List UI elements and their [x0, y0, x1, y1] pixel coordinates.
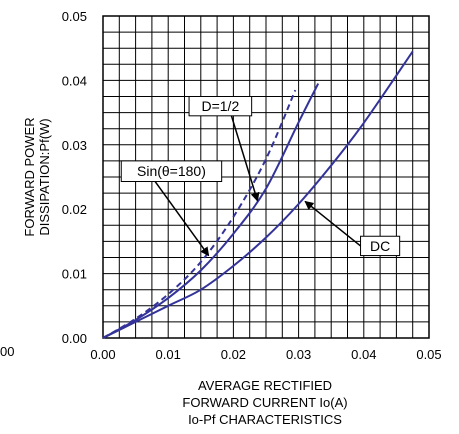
y-tick-label: 0.02: [62, 202, 87, 217]
x-tick-label: 0.03: [286, 347, 311, 362]
chart-subtitle: Io-Pf CHARACTERISTICS: [188, 412, 342, 427]
y-axis-title-line-2: DISSIPATION:Pf(W): [37, 118, 52, 235]
annotation-dc-label: DC: [370, 238, 390, 254]
y-tick-label: 0.05: [62, 9, 87, 24]
y-axis-title-line-1: FORWARD POWER: [22, 117, 37, 236]
series-line-d-half: [102, 83, 320, 339]
annotation-sin-180-label: Sin(θ=180): [137, 163, 206, 179]
y-tick-label: 0.03: [62, 138, 87, 153]
series-line-sin180: [102, 89, 297, 339]
series-line-dc: [102, 50, 414, 339]
plot-border: [102, 15, 430, 339]
stray-tick-label: 00: [0, 344, 14, 359]
y-tick-label: 0.04: [62, 73, 87, 88]
annotation-dc-arrow: [304, 200, 362, 247]
x-axis-title-line-2: FORWARD CURRENT Io(A): [182, 395, 347, 410]
x-tick-label: 0.04: [351, 347, 376, 362]
x-axis-title-line-1: AVERAGE RECTIFIED: [198, 378, 332, 393]
x-tick-label: 0.01: [156, 347, 181, 362]
annotations: DC D=1/2 Sin(θ=180): [120, 96, 401, 257]
y-axis-title: FORWARD POWER DISSIPATION:Pf(W): [22, 117, 52, 236]
y-tick-label: 0.01: [62, 267, 87, 282]
x-tick-label: 0.05: [416, 347, 441, 362]
y-tick-label: 0.00: [62, 331, 87, 346]
x-tick-label: 0.00: [90, 347, 115, 362]
annotation-d-half-label: D=1/2: [201, 98, 239, 114]
x-tick-label: 0.02: [221, 347, 246, 362]
x-tick-labels: 0.00 0.01 0.02 0.03 0.04 0.05: [90, 347, 441, 362]
plot-frame: [102, 15, 430, 339]
series-lines: [102, 50, 414, 339]
annotation-sin-180-arrow: [154, 181, 210, 257]
annotation-d-half-arrow: [230, 115, 260, 202]
annotation-sin-180-box: [120, 160, 223, 183]
annotation-d-half-box: [188, 96, 253, 117]
y-tick-labels: 0.00 0.01 0.02 0.03 0.04 0.05: [62, 9, 87, 346]
